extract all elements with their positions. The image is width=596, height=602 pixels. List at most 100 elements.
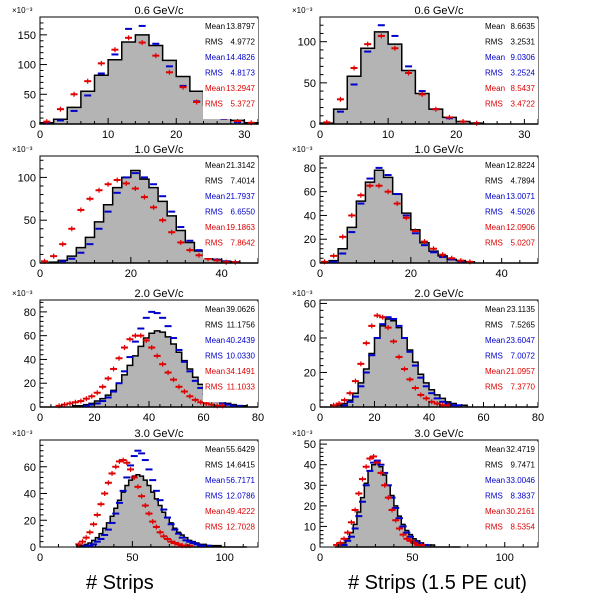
y-multiplier: ×10⁻³ <box>292 145 313 154</box>
red-point <box>459 119 467 125</box>
stat-label: Mean <box>485 305 505 314</box>
x-tick-label: 80 <box>532 412 544 424</box>
red-point <box>234 118 242 124</box>
red-point <box>150 204 158 210</box>
red-point <box>407 538 415 544</box>
stat-value: 21.7937 <box>226 192 255 201</box>
red-point <box>115 355 123 361</box>
red-point <box>82 535 90 541</box>
x-tick-label: 0 <box>317 268 323 280</box>
stat-label: RMS <box>485 321 503 330</box>
stat-value: 4.8173 <box>231 69 256 78</box>
red-point <box>97 60 105 66</box>
red-point <box>145 511 153 517</box>
red-point <box>384 495 392 501</box>
y-tick-label: 100 <box>298 37 316 49</box>
stat-label: RMS <box>485 69 503 78</box>
x-tick-label: 10 <box>382 129 394 141</box>
stat-label: RMS <box>205 239 223 248</box>
red-point <box>148 345 156 351</box>
stat-value: 32.4719 <box>506 445 535 454</box>
red-point <box>86 529 94 535</box>
stat-label: Mean <box>485 507 505 516</box>
stat-value: 12.0906 <box>506 223 535 232</box>
red-point <box>348 212 356 218</box>
red-point <box>368 323 376 329</box>
x-tick-label: 30 <box>238 129 250 141</box>
red-point <box>99 384 107 390</box>
y-tick-label: 60 <box>24 331 36 343</box>
red-point <box>350 65 358 71</box>
stat-value: 14.4826 <box>226 53 255 62</box>
red-point <box>138 493 146 499</box>
red-point <box>433 401 441 407</box>
red-point <box>355 491 363 496</box>
stat-value: 7.8642 <box>231 239 256 248</box>
stat-label: Mean <box>485 445 505 454</box>
red-point <box>336 540 344 546</box>
stat-label: Mean <box>205 336 225 345</box>
red-point <box>43 119 51 125</box>
red-point <box>168 229 176 235</box>
stat-label: RMS <box>485 38 503 47</box>
red-point <box>406 376 414 382</box>
red-point <box>370 453 378 459</box>
y-tick-label: 20 <box>304 367 316 379</box>
stat-value: 13.8797 <box>226 22 255 31</box>
red-point <box>171 540 179 546</box>
x-tick-label: 0 <box>37 268 43 280</box>
red-point <box>364 41 372 47</box>
stat-label: Mean <box>205 192 225 201</box>
red-point <box>362 340 370 346</box>
stat-label: Mean <box>485 84 505 93</box>
red-point <box>140 194 148 200</box>
stat-value: 23.1135 <box>507 305 536 314</box>
stat-value: 12.0786 <box>226 492 255 501</box>
stat-value: 55.6429 <box>226 445 255 454</box>
red-point <box>411 228 419 234</box>
red-point <box>346 390 354 396</box>
x-tick-label: 0 <box>317 129 323 141</box>
y-tick-label: 0 <box>30 119 36 131</box>
red-point <box>430 246 438 252</box>
red-point <box>195 252 203 258</box>
stat-value: 34.1491 <box>226 367 255 376</box>
red-point <box>448 255 456 261</box>
x-tick-label: 0 <box>317 412 323 424</box>
stat-label: Mean <box>485 192 505 201</box>
y-tick-label: 20 <box>24 515 36 527</box>
stat-value: 40.2439 <box>226 336 255 345</box>
y-tick-label: 0 <box>30 402 36 414</box>
y-tick-label: 60 <box>304 298 316 310</box>
x-tick-label: 0 <box>37 552 43 564</box>
red-point <box>111 47 119 53</box>
stat-label: RMS <box>485 492 503 501</box>
stat-value: 13.2947 <box>226 84 255 93</box>
red-point <box>186 393 194 399</box>
y-tick-label: 20 <box>24 378 36 390</box>
stat-value: 49.4222 <box>226 507 255 516</box>
stat-label: RMS <box>205 492 223 501</box>
red-point <box>384 189 392 195</box>
stat-value: 7.0072 <box>511 352 536 361</box>
red-point <box>432 106 440 112</box>
stat-label: Mean <box>485 22 505 31</box>
stat-value: 3.2524 <box>511 69 536 78</box>
y-tick-label: 0 <box>310 402 316 414</box>
red-point <box>120 345 128 351</box>
red-point <box>191 397 199 403</box>
red-point <box>399 532 407 538</box>
red-point <box>417 392 425 398</box>
stat-value: 5.3727 <box>231 100 256 109</box>
stat-label: RMS <box>205 177 223 186</box>
stat-value: 56.7171 <box>226 476 255 485</box>
stat-label: Mean <box>485 336 505 345</box>
red-point <box>366 183 374 189</box>
red-point <box>77 207 85 213</box>
stat-value: 21.3142 <box>226 161 255 170</box>
y-multiplier: ×10⁻³ <box>292 6 313 15</box>
red-point <box>104 181 112 187</box>
